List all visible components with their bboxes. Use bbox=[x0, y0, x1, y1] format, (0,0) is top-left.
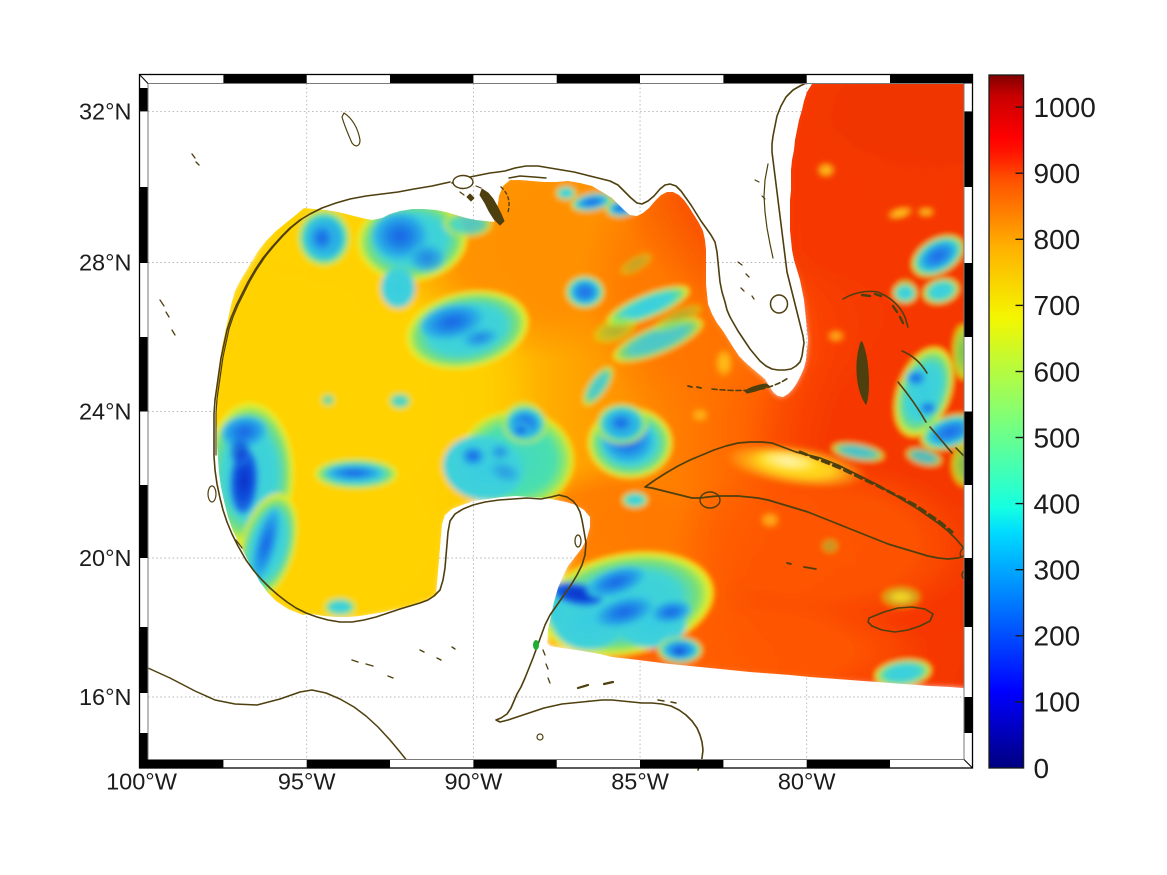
svg-text:95°W: 95°W bbox=[278, 769, 337, 795]
svg-text:800: 800 bbox=[1034, 224, 1081, 255]
svg-text:16°N: 16°N bbox=[79, 684, 132, 710]
svg-text:500: 500 bbox=[1034, 422, 1081, 453]
svg-text:80°W: 80°W bbox=[778, 769, 837, 795]
svg-text:90°W: 90°W bbox=[445, 769, 504, 795]
svg-text:600: 600 bbox=[1034, 356, 1081, 387]
svg-text:200: 200 bbox=[1034, 621, 1081, 652]
svg-text:24°N: 24°N bbox=[79, 399, 132, 425]
svg-text:300: 300 bbox=[1034, 555, 1081, 586]
svg-text:28°N: 28°N bbox=[79, 250, 132, 276]
svg-text:900: 900 bbox=[1034, 158, 1081, 189]
svg-text:100°W: 100°W bbox=[106, 769, 178, 795]
svg-text:32°N: 32°N bbox=[79, 99, 132, 125]
svg-text:700: 700 bbox=[1034, 290, 1081, 321]
svg-text:100: 100 bbox=[1034, 687, 1081, 718]
svg-text:400: 400 bbox=[1034, 488, 1081, 519]
svg-text:20°N: 20°N bbox=[79, 545, 132, 571]
svg-text:1000: 1000 bbox=[1034, 92, 1096, 123]
svg-text:0: 0 bbox=[1034, 753, 1050, 784]
svg-text:85°W: 85°W bbox=[611, 769, 670, 795]
